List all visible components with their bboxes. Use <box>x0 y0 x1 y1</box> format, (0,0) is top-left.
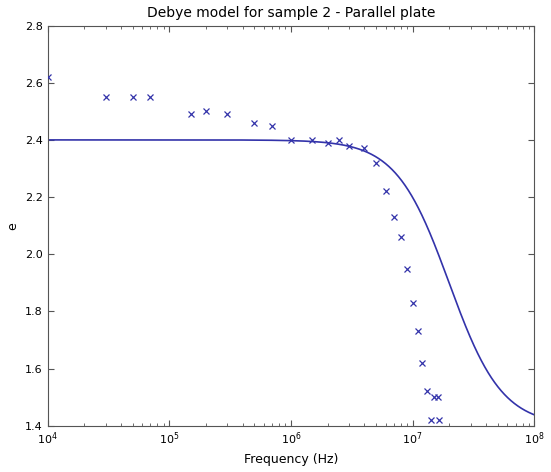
X-axis label: Frequency (Hz): Frequency (Hz) <box>244 453 338 466</box>
Title: Debye model for sample 2 - Parallel plate: Debye model for sample 2 - Parallel plat… <box>147 6 435 20</box>
Y-axis label: e: e <box>6 222 19 229</box>
